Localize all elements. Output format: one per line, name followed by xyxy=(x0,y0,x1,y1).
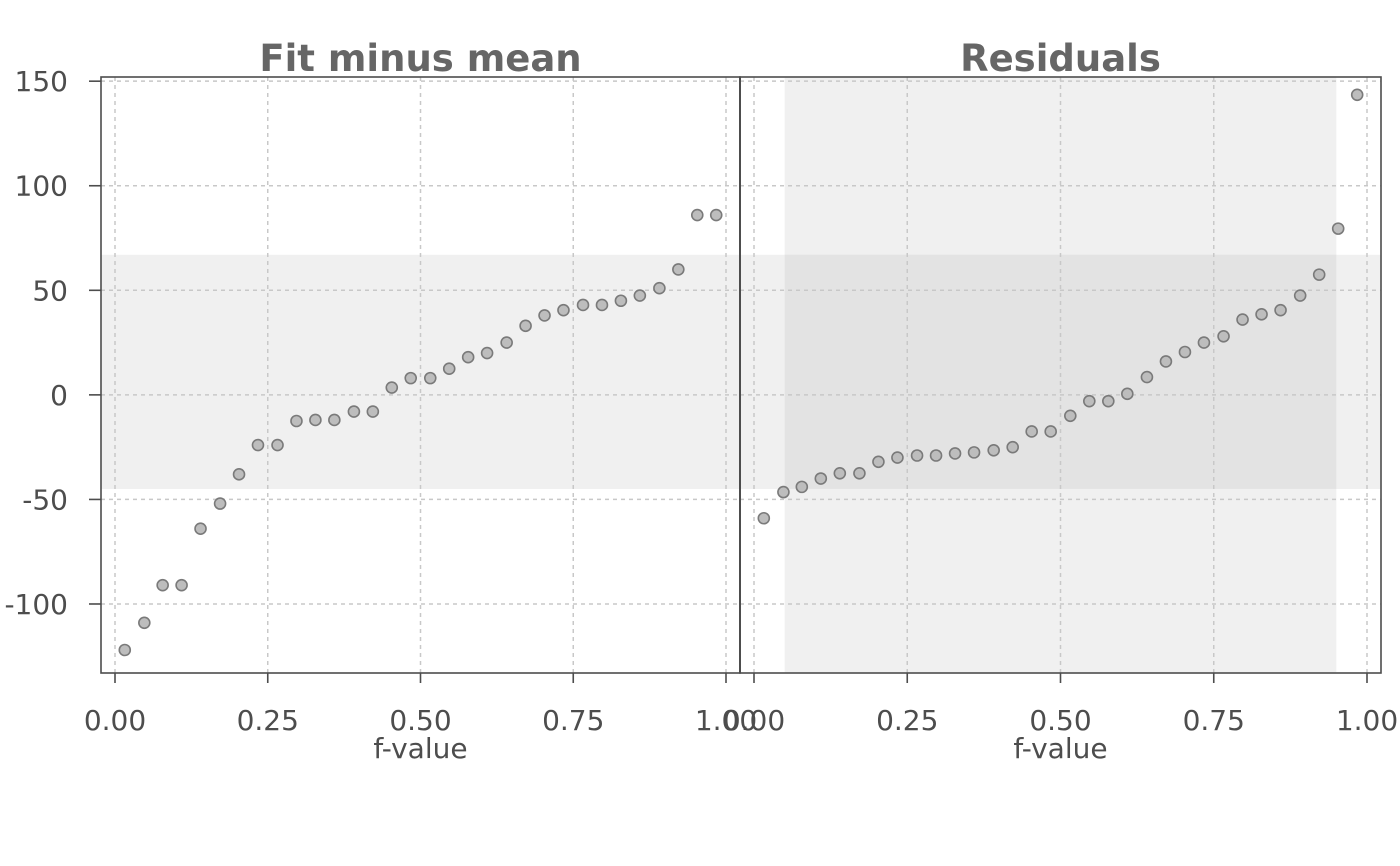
data-point xyxy=(967,446,981,459)
data-point xyxy=(442,362,456,376)
data-point xyxy=(1197,336,1211,349)
data-point xyxy=(290,414,303,428)
x-tick-label: 0.00 xyxy=(723,704,785,737)
data-point xyxy=(709,208,723,222)
data-point xyxy=(1350,88,1364,102)
y-tick-label: 0 xyxy=(50,379,68,412)
data-point xyxy=(557,303,570,317)
data-point xyxy=(690,208,704,222)
data-point xyxy=(1083,394,1096,408)
panel-1: 0.00 0.25 0.50 0.75 1.00 f-value Fit minus mea… xyxy=(84,37,757,765)
data-point xyxy=(194,522,207,536)
data-point xyxy=(175,578,188,592)
x-tick-label: 0.50 xyxy=(1029,704,1091,737)
data-point xyxy=(519,319,532,333)
data-point xyxy=(929,449,943,462)
y-tick-label: 50 xyxy=(32,274,68,307)
data-point xyxy=(1274,303,1287,317)
data-point xyxy=(1121,387,1134,401)
data-point xyxy=(347,405,361,418)
data-point xyxy=(1140,370,1154,384)
data-point xyxy=(385,381,399,394)
data-point xyxy=(987,443,1000,457)
data-point xyxy=(480,346,494,360)
data-point xyxy=(404,371,418,385)
data-point xyxy=(814,472,828,485)
data-point xyxy=(795,480,809,494)
data-point xyxy=(853,466,866,480)
x-tick-label: 0.50 xyxy=(389,704,451,737)
data-point xyxy=(1331,222,1345,235)
data-point xyxy=(328,413,341,427)
x-axis-label: f-value xyxy=(1013,732,1107,765)
data-point xyxy=(891,451,904,464)
data-point xyxy=(118,643,132,657)
data-point xyxy=(1064,409,1077,423)
data-point xyxy=(595,298,609,312)
data-point xyxy=(500,336,513,349)
data-point xyxy=(213,497,227,510)
data-point xyxy=(1236,313,1249,326)
data-point xyxy=(1006,440,1019,454)
data-point xyxy=(309,413,322,427)
data-point xyxy=(538,309,551,322)
x-tick-label: 1.00 xyxy=(1336,704,1398,737)
data-point xyxy=(138,616,151,630)
x-tick-label: 0.75 xyxy=(542,704,604,737)
x-tick-label: 0.75 xyxy=(1183,704,1245,737)
data-point xyxy=(653,281,666,295)
data-point xyxy=(1217,330,1230,343)
panel-title: Fit minus mean xyxy=(259,37,581,80)
data-point xyxy=(872,455,885,469)
x-tick-label: 0.25 xyxy=(876,704,938,737)
data-point xyxy=(1044,425,1057,438)
x-tick-label: 1.00 xyxy=(695,704,757,737)
data-point xyxy=(1102,394,1115,408)
data-point xyxy=(461,350,475,364)
panel-2: 0.00 0.25 0.50 0.75 1.00 f-value Residuals xyxy=(723,37,1398,765)
x-tick-label: 0.25 xyxy=(237,704,299,737)
data-point xyxy=(614,294,628,308)
y-tick-label: 100 xyxy=(15,170,68,203)
data-point xyxy=(948,447,962,460)
data-point xyxy=(757,511,771,525)
data-point xyxy=(910,449,924,462)
data-point xyxy=(1178,345,1192,359)
data-point xyxy=(833,466,847,480)
data-point xyxy=(1255,308,1268,321)
data-point xyxy=(777,485,790,499)
y-tick-label: 150 xyxy=(15,65,68,98)
data-point xyxy=(633,289,647,302)
y-tick-label: -50 xyxy=(22,483,68,516)
data-point xyxy=(423,371,437,385)
y-tick-label: -100 xyxy=(4,588,68,621)
y-axis: 150 100 50 0 -50 -100 xyxy=(4,65,101,621)
data-point xyxy=(251,438,265,452)
panel-title: Residuals xyxy=(960,37,1161,80)
data-point xyxy=(156,578,169,592)
data-point xyxy=(1293,289,1307,302)
data-point xyxy=(672,263,685,276)
data-point xyxy=(366,405,380,418)
x-axis-label: f-value xyxy=(373,732,467,765)
data-point xyxy=(576,298,590,312)
data-point xyxy=(1025,425,1038,438)
data-point xyxy=(1312,268,1326,281)
data-point xyxy=(1159,355,1173,368)
data-point xyxy=(271,438,284,452)
data-point xyxy=(232,468,246,481)
x-tick-label: 0.00 xyxy=(84,704,146,737)
